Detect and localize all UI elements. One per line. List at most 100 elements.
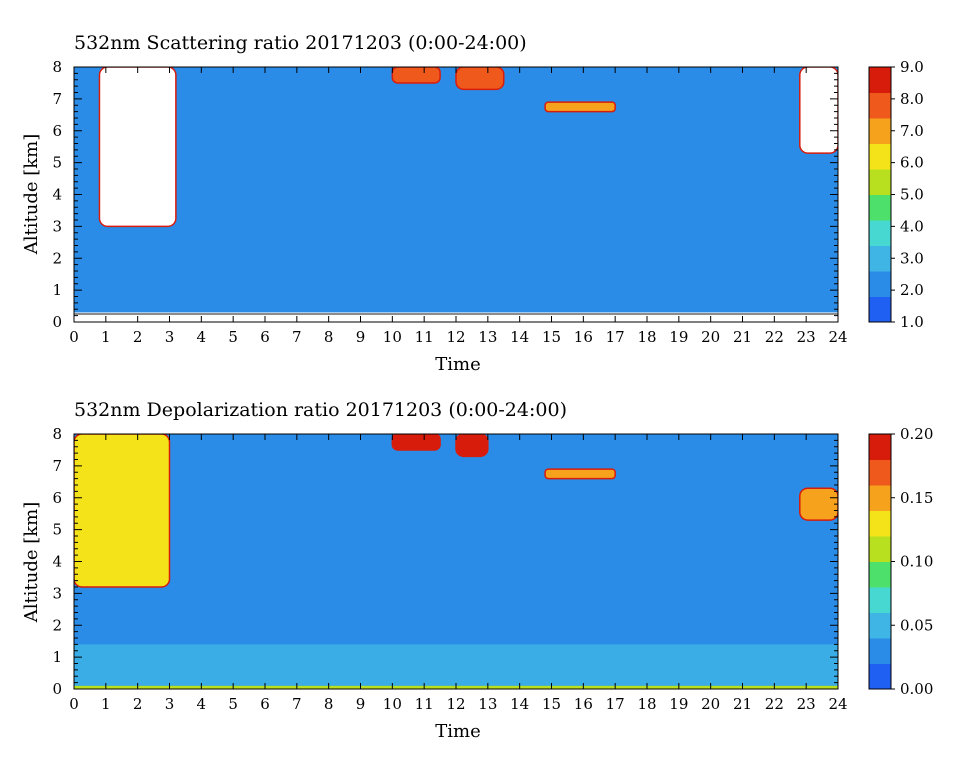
scattering-ratio-cloud-3 — [544, 101, 616, 113]
scattering-ratio-colorbar-segment-4 — [869, 194, 891, 221]
scattering-ratio-aerosol-layer — [74, 290, 838, 307]
depolarization-ratio-x-tick-label-24: 24 — [828, 695, 847, 713]
depolarization-ratio-colorbar-segment-9 — [869, 434, 891, 460]
scattering-ratio-colorbar-label-7: 8.0 — [900, 90, 924, 108]
scattering-ratio-x-tick-label-15: 15 — [542, 328, 561, 346]
depolarization-ratio-x-tick-label-15: 15 — [542, 695, 561, 713]
depolarization-ratio-y-tick-label-8: 8 — [52, 425, 62, 443]
scattering-ratio-colorbar-label-5: 6.0 — [900, 154, 924, 172]
depolarization-ratio-colorbar-segment-2 — [869, 612, 891, 639]
scattering-ratio-band-0 — [74, 220, 838, 291]
scattering-ratio-colorbar-label-0: 1.0 — [900, 313, 924, 331]
scattering-ratio-band-1 — [74, 188, 838, 220]
scattering-ratio-colorbar-label-3: 4.0 — [900, 217, 924, 235]
depolarization-ratio-y-tick-label-1: 1 — [52, 648, 62, 666]
scattering-ratio-colorbar-segment-7 — [869, 118, 891, 144]
depolarization-ratio-x-tick-label-21: 21 — [733, 695, 752, 713]
scattering-ratio-colorbar-segment-2 — [869, 245, 891, 272]
scattering-ratio-colorbar-label-2: 3.0 — [900, 249, 924, 267]
scattering-ratio-panel: 532nm Scattering ratio 20171203 (0:00-24… — [21, 32, 924, 375]
depolarization-ratio-x-tick-label-17: 17 — [606, 695, 625, 713]
depolarization-ratio-x-tick-label-9: 9 — [356, 695, 366, 713]
depolarization-ratio-colorbar-segment-8 — [869, 459, 891, 486]
depolarization-ratio-colorbar-label-3: 0.15 — [900, 489, 933, 507]
scattering-ratio-x-tick-label-4: 4 — [197, 328, 207, 346]
scattering-ratio-x-tick-label-23: 23 — [797, 328, 816, 346]
depolarization-ratio-y-tick-label-2: 2 — [52, 616, 62, 634]
scattering-ratio-y-tick-label-3: 3 — [52, 217, 62, 235]
scattering-ratio-y-tick-label-1: 1 — [52, 281, 62, 299]
scattering-ratio-x-tick-label-2: 2 — [133, 328, 143, 346]
scattering-ratio-x-tick-label-20: 20 — [701, 328, 720, 346]
scattering-ratio-colorbar-label-6: 7.0 — [900, 122, 924, 140]
scattering-ratio-colorbar-segment-1 — [869, 271, 891, 297]
scattering-ratio-x-tick-label-3: 3 — [165, 328, 175, 346]
scattering-ratio-field — [74, 67, 838, 322]
depolarization-ratio-x-tick-label-22: 22 — [765, 695, 784, 713]
scattering-ratio-colorbar-segment-3 — [869, 220, 891, 246]
scattering-ratio-x-tick-label-0: 0 — [69, 328, 79, 346]
depolarization-ratio-x-tick-label-16: 16 — [574, 695, 593, 713]
depolarization-ratio-x-tick-label-7: 7 — [292, 695, 302, 713]
scattering-ratio-y-tick-label-0: 0 — [52, 313, 62, 331]
depolarization-ratio-x-label: Time — [435, 721, 480, 742]
depolarization-ratio-colorbar-segment-6 — [869, 510, 891, 537]
scattering-ratio-colorbar-label-8: 9.0 — [900, 58, 924, 76]
depolarization-ratio-y-label: Altitude [km] — [21, 502, 42, 624]
scattering-ratio-colorbar-label-1: 2.0 — [900, 281, 924, 299]
scattering-ratio-x-tick-label-21: 21 — [733, 328, 752, 346]
depolarization-ratio-band-1 — [74, 587, 838, 607]
scattering-ratio-y-tick-label-8: 8 — [52, 58, 62, 76]
depolarization-ratio-colorbar-segment-4 — [869, 561, 891, 588]
depolarization-ratio-colorbar-label-4: 0.20 — [900, 425, 933, 443]
depolarization-ratio-x-tick-label-1: 1 — [101, 695, 111, 713]
scattering-ratio-y-tick-label-7: 7 — [52, 90, 62, 108]
depolarization-ratio-x-tick-label-20: 20 — [701, 695, 720, 713]
scattering-ratio-x-tick-label-12: 12 — [446, 328, 465, 346]
depolarization-ratio-band-0 — [74, 644, 838, 686]
depolarization-ratio-cloud-4 — [799, 487, 838, 521]
scattering-ratio-x-tick-label-17: 17 — [606, 328, 625, 346]
depolarization-ratio-x-tick-label-12: 12 — [446, 695, 465, 713]
depolarization-ratio-y-tick-label-5: 5 — [52, 521, 62, 539]
depolarization-ratio-cloud-0 — [74, 434, 171, 588]
depolarization-ratio-colorbar-segment-7 — [869, 485, 891, 511]
depolarization-ratio-cloud-3 — [544, 468, 616, 480]
scattering-ratio-x-tick-label-9: 9 — [356, 328, 366, 346]
depolarization-ratio-colorbar-label-2: 0.10 — [900, 553, 933, 571]
scattering-ratio-x-tick-label-16: 16 — [574, 328, 593, 346]
scattering-ratio-x-tick-label-5: 5 — [228, 328, 238, 346]
depolarization-ratio-x-tick-label-11: 11 — [415, 695, 434, 713]
depolarization-ratio-x-tick-label-18: 18 — [637, 695, 656, 713]
scattering-ratio-colorbar-segment-6 — [869, 143, 891, 170]
depolarization-ratio-cloud-2 — [455, 434, 489, 458]
scattering-ratio-colorbar-segment-9 — [869, 67, 891, 93]
depolarization-ratio-field — [74, 434, 838, 689]
scattering-ratio-cloud-2 — [455, 67, 505, 91]
scattering-ratio-x-tick-label-11: 11 — [415, 328, 434, 346]
depolarization-ratio-colorbar-segment-0 — [869, 663, 891, 690]
depolarization-ratio-x-tick-label-10: 10 — [383, 695, 402, 713]
depolarization-ratio-colorbar-segment-1 — [869, 638, 891, 664]
depolarization-ratio-title: 532nm Depolarization ratio 20171203 (0:0… — [74, 399, 567, 421]
depolarization-ratio-x-tick-label-19: 19 — [669, 695, 688, 713]
scattering-ratio-y-label: Altitude [km] — [21, 134, 42, 256]
scattering-ratio-x-tick-label-1: 1 — [101, 328, 111, 346]
depolarization-ratio-y-tick-label-7: 7 — [52, 457, 62, 475]
scattering-ratio-colorbar-segment-0 — [869, 296, 891, 323]
depolarization-ratio-colorbar-segment-5 — [869, 536, 891, 562]
scattering-ratio-x-tick-label-8: 8 — [324, 328, 334, 346]
scattering-ratio-x-tick-label-13: 13 — [478, 328, 497, 346]
scattering-ratio-y-tick-label-4: 4 — [52, 186, 62, 204]
scattering-ratio-cloud-4 — [799, 67, 838, 154]
depolarization-ratio-x-tick-label-14: 14 — [510, 695, 529, 713]
scattering-ratio-cloud-1 — [391, 67, 441, 84]
depolarization-ratio-x-tick-label-3: 3 — [165, 695, 175, 713]
scattering-ratio-cloud-0 — [98, 67, 177, 228]
scattering-ratio-x-tick-label-19: 19 — [669, 328, 688, 346]
scattering-ratio-x-label: Time — [435, 354, 480, 375]
scattering-ratio-x-tick-label-10: 10 — [383, 328, 402, 346]
depolarization-ratio-y-tick-label-0: 0 — [52, 680, 62, 698]
depolarization-ratio-y-tick-label-6: 6 — [52, 489, 62, 507]
